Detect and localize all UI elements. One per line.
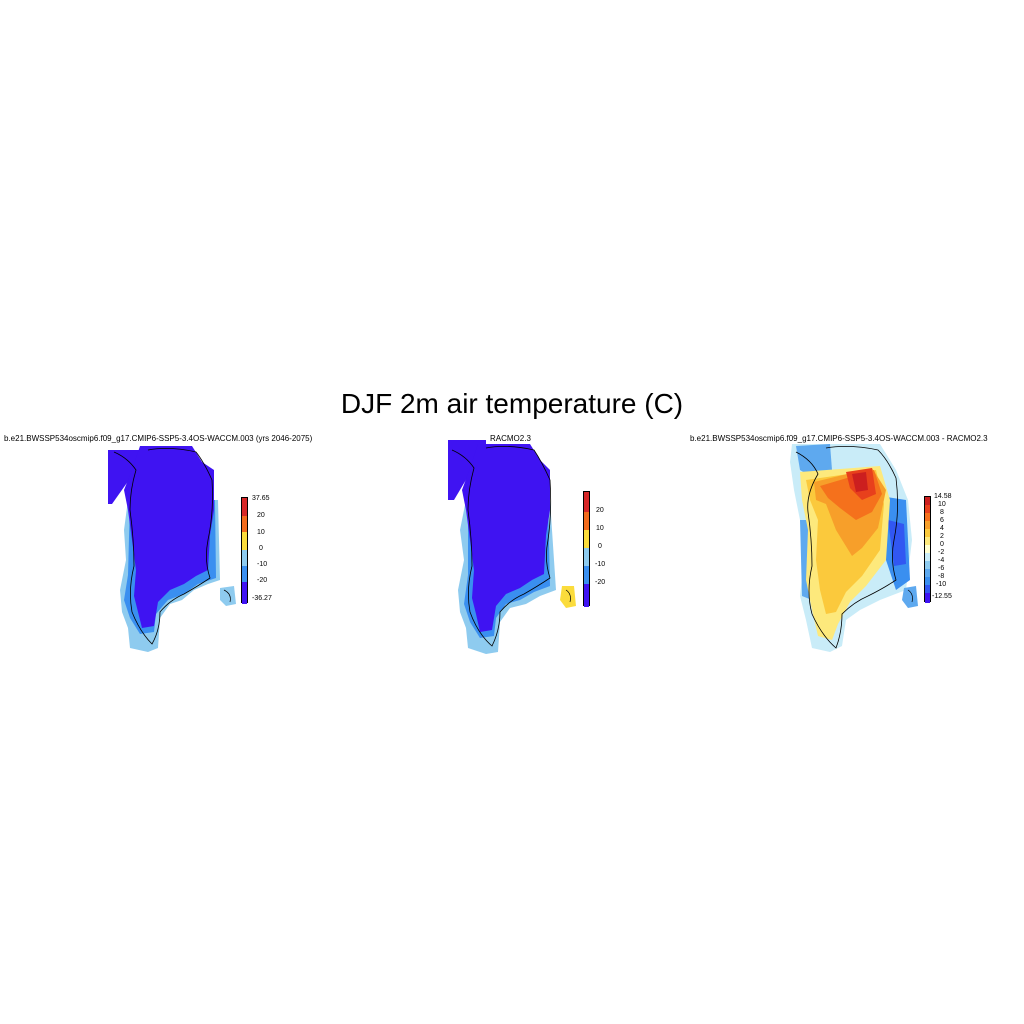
colorbar-tick: -20 (257, 577, 268, 584)
colorbar-seg (584, 492, 589, 512)
greenland-map-racmo (448, 440, 576, 654)
colorbar-tick: -10 (257, 561, 268, 568)
colorbar-seg (925, 569, 930, 577)
colorbar-tick: 8 (940, 509, 944, 516)
colorbar-seg (925, 577, 930, 585)
panel-model-title: b.e21.BWSSP534oscmip6.f09_g17.CMIP6-SSP5… (4, 434, 313, 443)
colorbar-tick: 10 (938, 501, 946, 508)
colorbar-seg (242, 582, 247, 604)
colorbar-tick: 14.58 (934, 493, 952, 500)
colorbar-tick: 2 (940, 533, 944, 540)
colorbar-seg (925, 553, 930, 561)
colorbar-seg (242, 516, 247, 532)
colorbar-tick: -6 (938, 565, 945, 572)
colorbar-seg (242, 550, 247, 566)
colorbar-seg (925, 521, 930, 529)
panel-difference-title: b.e21.BWSSP534oscmip6.f09_g17.CMIP6-SSP5… (690, 434, 988, 443)
panel-difference: b.e21.BWSSP534oscmip6.f09_g17.CMIP6-SSP5… (680, 430, 1024, 660)
colorbar-seg (584, 566, 589, 584)
map-coastline (113, 448, 213, 645)
colorbar-tick: -10 (936, 581, 947, 588)
panel-racmo: RACMO2.3 20 10 0 -10 -20 (340, 430, 680, 660)
colorbar-tick: 10 (257, 529, 265, 536)
colorbar-seg (242, 566, 247, 582)
colorbar-seg (925, 537, 930, 545)
colorbar-seg (925, 561, 930, 569)
colorbar-seg (925, 513, 930, 521)
colorbar-difference-bar (924, 496, 931, 603)
colorbar-seg (925, 593, 930, 603)
colorbar-tick: 0 (259, 545, 263, 552)
colorbar-tick: -12.55 (932, 593, 952, 600)
colorbar-tick: -2 (938, 549, 945, 556)
greenland-map-difference (790, 444, 918, 652)
colorbar-tick: -8 (938, 573, 945, 580)
colorbar-tick: 20 (596, 507, 604, 514)
colorbar-model-bar (241, 497, 248, 604)
colorbar-racmo-bar (583, 491, 590, 607)
map-fill-interior (124, 446, 214, 628)
colorbar-tick: 0 (940, 541, 944, 548)
colorbar-seg (584, 530, 589, 548)
map-island (220, 586, 236, 606)
colorbar-tick: -36.27 (252, 595, 272, 602)
colorbar-tick: -10 (595, 561, 606, 568)
colorbar-tick: 10 (596, 525, 604, 532)
colorbar-tick: 4 (940, 525, 944, 532)
panel-model: b.e21.BWSSP534oscmip6.f09_g17.CMIP6-SSP5… (0, 430, 340, 660)
colorbar-seg (925, 585, 930, 593)
colorbar-seg (925, 545, 930, 553)
colorbar-tick: -20 (595, 579, 606, 586)
colorbar-seg (584, 584, 589, 607)
colorbar-seg (925, 505, 930, 513)
colorbar-seg (584, 548, 589, 566)
panel-racmo-title: RACMO2.3 (490, 434, 531, 443)
colorbar-tick: 20 (257, 512, 265, 519)
colorbar-seg (242, 498, 247, 516)
colorbar-seg (242, 532, 247, 550)
colorbar-tick: -4 (938, 557, 945, 564)
greenland-map-model (108, 446, 236, 652)
figure-title: DJF 2m air temperature (C) (340, 388, 684, 419)
colorbar-tick: 6 (940, 517, 944, 524)
colorbar-seg (925, 497, 930, 505)
colorbar-seg (925, 529, 930, 537)
colorbar-seg (584, 512, 589, 530)
colorbar-tick: 0 (598, 543, 602, 550)
colorbar-tick: 37.65 (252, 495, 270, 502)
